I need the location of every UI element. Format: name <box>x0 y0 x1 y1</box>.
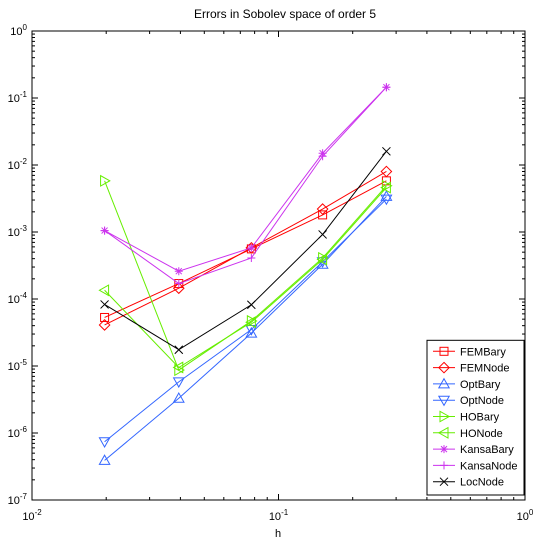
y-tick-label: 10-4 <box>8 291 28 306</box>
series-locnode <box>100 146 391 355</box>
x-tick-label: 100 <box>517 508 534 523</box>
data-point <box>381 179 393 192</box>
data-point <box>318 152 327 161</box>
legend-item: FEMBary <box>433 346 506 358</box>
legend-label: KansaNode <box>460 460 518 472</box>
y-tick-label: 10-7 <box>8 492 28 507</box>
data-point <box>440 461 448 470</box>
legend-item: FEMNode <box>433 361 510 375</box>
legend-label: FEMBary <box>460 346 506 358</box>
y-tick-label: 10-3 <box>8 224 28 239</box>
data-point <box>246 314 258 328</box>
data-point <box>318 230 327 239</box>
legend-label: HOBary <box>460 412 500 424</box>
data-point <box>438 361 450 374</box>
data-point <box>439 410 451 423</box>
series-line <box>104 198 387 443</box>
series-line <box>104 196 387 461</box>
legend-item: OptBary <box>433 377 501 391</box>
legend-item: LocNode <box>433 477 504 489</box>
series-layer <box>98 83 393 465</box>
data-point <box>316 203 329 215</box>
data-point <box>316 253 328 266</box>
data-point <box>437 395 451 407</box>
y-tick-label: 10-1 <box>8 90 28 105</box>
data-point <box>380 194 393 206</box>
series-optbary <box>98 190 393 465</box>
y-tick-label: 10-6 <box>8 425 28 440</box>
x-tick-label: 10-2 <box>22 508 42 523</box>
legend: FEMBary FEMNode OptBary OptNode HOBary HONode… <box>426 339 525 496</box>
data-point <box>318 251 329 265</box>
data-point <box>98 437 111 448</box>
data-point <box>245 316 256 329</box>
legend-label: FEMNode <box>460 363 510 375</box>
data-point <box>98 319 111 331</box>
legend-item: OptNode <box>433 395 504 407</box>
data-point <box>318 210 328 220</box>
data-point <box>247 253 256 262</box>
data-point <box>380 181 391 194</box>
x-tick-label: 10-1 <box>269 508 289 523</box>
series-kansanode <box>100 83 391 288</box>
legend-box <box>426 339 525 496</box>
data-point <box>246 300 256 310</box>
data-point <box>100 300 109 309</box>
data-point <box>247 243 256 252</box>
data-point <box>174 345 184 355</box>
legend-label: HONode <box>460 428 503 440</box>
data-point <box>382 146 391 156</box>
y-tick-label: 10-5 <box>8 358 28 373</box>
data-point <box>172 392 185 403</box>
chart-title: Errors in Sobolev space of order 5 <box>194 7 376 21</box>
y-tick-label: 10-2 <box>8 157 28 172</box>
data-point <box>98 454 111 465</box>
data-point <box>98 284 110 297</box>
legend-label: OptNode <box>460 395 504 407</box>
y-axis: 10-7 10-6 10-5 10-4 10-3 10-2 10-1 100 <box>8 23 525 507</box>
data-point <box>437 426 449 439</box>
data-point <box>440 445 448 454</box>
y-tick-label: 100 <box>10 23 27 38</box>
legend-item: HONode <box>433 426 503 440</box>
data-point <box>245 326 258 338</box>
data-point <box>382 83 391 92</box>
data-point <box>245 241 258 254</box>
data-point <box>174 279 183 288</box>
series-line <box>104 180 387 371</box>
data-point <box>174 267 183 276</box>
data-point <box>100 226 109 235</box>
data-point <box>172 282 185 295</box>
legend-label: KansaBary <box>460 444 514 456</box>
data-point <box>100 174 111 187</box>
series-line <box>104 187 387 369</box>
data-point <box>172 361 184 374</box>
data-point <box>380 165 393 178</box>
data-point <box>437 377 451 389</box>
x-axis-label: h <box>275 528 281 540</box>
data-point <box>439 477 449 487</box>
series-hobary <box>100 174 393 377</box>
legend-label: OptBary <box>460 379 501 391</box>
data-point <box>100 312 110 322</box>
data-point <box>172 377 185 389</box>
legend-item: KansaBary <box>433 444 514 456</box>
legend-item: HOBary <box>433 410 500 424</box>
legend-label: LocNode <box>460 477 504 489</box>
data-point <box>380 190 393 201</box>
legend-item: KansaNode <box>433 460 518 472</box>
series-honode <box>98 181 391 374</box>
data-point <box>439 346 449 356</box>
